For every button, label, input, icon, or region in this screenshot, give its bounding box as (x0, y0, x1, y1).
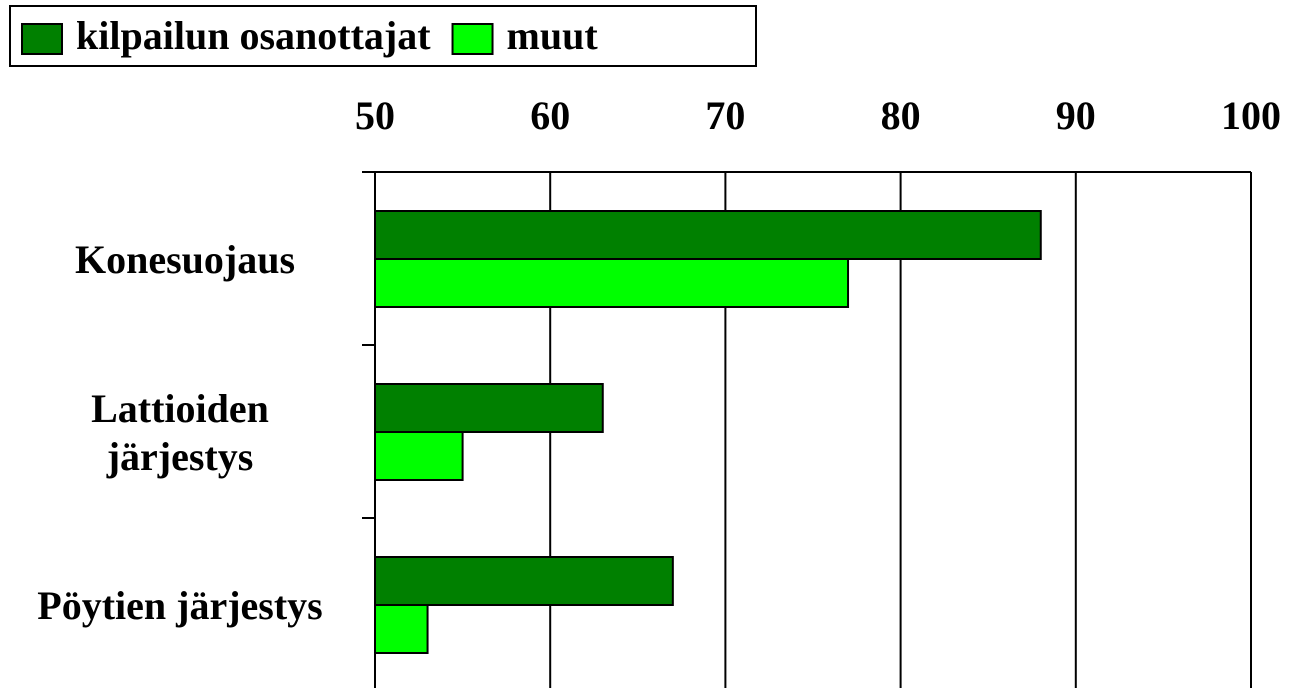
legend-swatch (451, 23, 494, 55)
y-tick-label: Konesuojaus (74, 237, 296, 282)
x-tick-label: 80 (881, 93, 921, 138)
bar (374, 556, 674, 606)
x-tick-label: 70 (705, 93, 745, 138)
bar (374, 431, 464, 481)
x-tick-label: 50 (355, 93, 395, 138)
x-tick-label: 90 (1056, 93, 1096, 138)
bar (374, 383, 604, 433)
x-tick-label: 60 (530, 93, 570, 138)
legend-swatch (21, 23, 63, 55)
x-tick-label: 100 (1221, 93, 1281, 138)
bar (374, 258, 850, 308)
y-tick-label: Pöytien järjestys (37, 583, 323, 628)
y-tick-label: Lattioiden järjestys (91, 386, 269, 479)
bar (374, 210, 1042, 260)
legend-label: kilpailun osanottajat (76, 13, 431, 58)
legend-box (9, 5, 757, 67)
bar (374, 604, 429, 654)
legend-label: muut (507, 13, 599, 58)
